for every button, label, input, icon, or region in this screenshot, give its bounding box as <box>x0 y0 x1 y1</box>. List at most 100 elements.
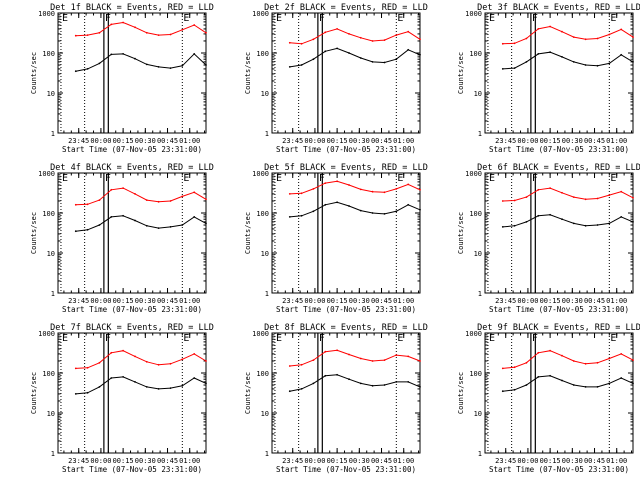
data-point-events <box>312 382 315 385</box>
data-point-lld <box>371 360 374 362</box>
detector-panel: Det 7f BLACK = Events, RED = LLD 1 10 100 10… <box>30 323 214 474</box>
data-point-lld <box>300 192 303 195</box>
panel-title: Det 8f BLACK = Events, RED = LLD <box>264 323 428 333</box>
y-tick-label: 100 <box>42 210 55 218</box>
y-axis-label: Counts/sec <box>244 372 252 414</box>
series-line-events <box>502 51 634 70</box>
data-point-lld <box>193 353 196 355</box>
x-tick-label: 23:45 <box>68 137 89 145</box>
data-point-events <box>134 219 136 222</box>
data-point-lld <box>86 34 89 36</box>
y-tick-label: 100 <box>469 370 482 378</box>
data-point-lld <box>501 42 504 45</box>
x-axis-label: Start Time (07-Nov-05 23:31:00) <box>489 145 629 154</box>
y-tick-label: 1 <box>478 450 482 458</box>
x-tick-label: 00:15 <box>327 137 348 145</box>
data-point-events <box>407 203 410 206</box>
y-axis-label: Counts/sec <box>457 52 465 94</box>
data-point-events <box>419 386 421 388</box>
data-point-lld <box>549 187 551 190</box>
data-point-lld <box>169 200 172 202</box>
data-point-lld <box>632 36 634 38</box>
data-point-events <box>572 384 575 386</box>
data-point-lld <box>632 196 634 199</box>
data-point-lld <box>288 365 291 367</box>
data-point-lld <box>134 193 136 195</box>
data-point-lld <box>312 38 315 41</box>
y-axis-label: Counts/sec <box>457 212 465 254</box>
y-tick-label: 10 <box>261 90 269 98</box>
data-point-events <box>324 50 327 53</box>
data-point-lld <box>501 200 504 202</box>
data-point-lld <box>86 366 89 369</box>
data-point-lld <box>561 191 563 194</box>
y-tick-label: 100 <box>256 370 269 378</box>
data-point-lld <box>74 34 77 37</box>
data-point-lld <box>525 196 528 199</box>
y-tick-label: 10 <box>474 90 482 98</box>
data-point-lld <box>359 188 362 191</box>
data-point-events <box>336 373 338 376</box>
x-axis-label: Start Time (07-Nov-05 23:31:00) <box>489 305 629 314</box>
data-point-lld <box>407 30 410 33</box>
y-tick-label: 1 <box>51 450 55 458</box>
data-point-events <box>584 64 587 66</box>
data-point-lld <box>134 26 136 29</box>
y-tick-label: 10 <box>47 250 55 258</box>
data-point-events <box>371 61 374 63</box>
series-line-events <box>75 215 207 232</box>
data-point-lld <box>145 360 148 363</box>
panel-title: Det 1f BLACK = Events, RED = LLD <box>50 3 214 13</box>
data-point-lld <box>549 25 551 28</box>
data-point-lld <box>584 198 587 201</box>
data-point-lld <box>336 28 338 30</box>
y-tick-label: 1000 <box>465 10 482 18</box>
detector-panel: Det 2f BLACK = Events, RED = LLD 1 10 100 10… <box>244 3 428 154</box>
y-tick-label: 1 <box>265 290 269 298</box>
x-tick-label: 00:30 <box>562 297 583 305</box>
x-tick-label: 01:00 <box>606 137 627 145</box>
data-point-lld <box>98 199 101 202</box>
data-point-lld <box>608 194 611 197</box>
series-line-events <box>289 47 421 68</box>
data-point-events <box>336 47 338 50</box>
x-axis-label: Start Time (07-Nov-05 23:31:00) <box>276 145 416 154</box>
data-point-lld <box>359 36 362 39</box>
data-point-events <box>288 216 291 218</box>
x-tick-label: 00:30 <box>562 137 583 145</box>
time-marker-label: E <box>62 173 68 184</box>
data-point-events <box>205 64 207 66</box>
time-marker-label: E <box>276 13 282 24</box>
data-point-lld <box>312 359 315 361</box>
data-point-lld <box>110 351 113 354</box>
data-point-lld <box>324 350 327 353</box>
series-line-lld <box>75 21 207 37</box>
data-point-events <box>383 384 386 386</box>
data-point-events <box>537 214 540 217</box>
time-marker-label: E <box>397 333 403 344</box>
panel-title: Det 6f BLACK = Events, RED = LLD <box>477 163 640 173</box>
x-tick-label: 00:30 <box>349 297 370 305</box>
data-point-events <box>181 384 184 387</box>
data-point-events <box>596 224 599 226</box>
y-tick-label: 1000 <box>465 330 482 338</box>
data-point-events <box>371 384 374 387</box>
data-point-events <box>572 61 575 63</box>
x-tick-label: 00:00 <box>304 457 325 465</box>
data-point-events <box>145 224 148 227</box>
data-point-events <box>193 216 196 218</box>
x-axis-label: Start Time (07-Nov-05 23:31:00) <box>62 305 202 314</box>
data-point-lld <box>98 361 101 364</box>
data-point-lld <box>300 42 303 45</box>
data-point-events <box>348 52 350 54</box>
x-tick-label: 23:45 <box>282 457 303 465</box>
x-tick-label: 00:15 <box>327 457 348 465</box>
data-point-events <box>501 226 504 228</box>
data-point-events <box>110 377 113 379</box>
data-point-events <box>407 381 410 383</box>
series-line-lld <box>502 25 634 45</box>
data-point-lld <box>620 28 623 31</box>
data-point-events <box>419 208 421 211</box>
data-point-events <box>359 382 362 385</box>
